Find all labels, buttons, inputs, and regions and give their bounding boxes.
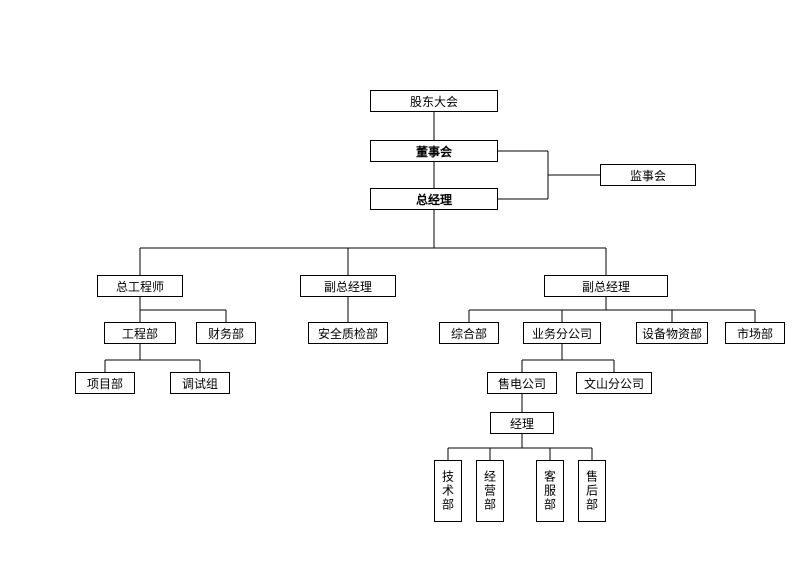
node-board: 董事会 — [370, 140, 498, 162]
label-biz-branch: 业务分公司 — [532, 325, 592, 342]
label-finance: 财务部 — [208, 325, 244, 342]
label-service: 客服部 — [542, 470, 559, 512]
node-equip: 设备物资部 — [636, 322, 708, 344]
node-wenshan: 文山分公司 — [576, 372, 652, 394]
label-sales-co: 售电公司 — [498, 375, 546, 392]
node-sales-co: 售电公司 — [487, 372, 557, 394]
node-gm: 总经理 — [370, 188, 498, 210]
node-project: 项目部 — [75, 372, 135, 394]
node-safety-qc: 安全质检部 — [308, 322, 388, 344]
label-supervisory: 监事会 — [630, 167, 666, 184]
label-manager: 经理 — [510, 415, 534, 432]
label-tech: 技术部 — [440, 470, 457, 512]
node-eng-dept: 工程部 — [104, 322, 176, 344]
node-supervisory: 监事会 — [600, 164, 696, 186]
node-market: 市场部 — [725, 322, 785, 344]
node-manager: 经理 — [490, 412, 554, 434]
label-after: 售后部 — [584, 470, 601, 512]
label-safety-qc: 安全质检部 — [318, 325, 378, 342]
node-service: 客服部 — [536, 460, 564, 522]
label-gm: 总经理 — [416, 193, 452, 207]
label-eng-dept: 工程部 — [122, 325, 158, 342]
node-general: 综合部 — [439, 322, 499, 344]
label-wenshan: 文山分公司 — [584, 375, 644, 392]
label-board: 董事会 — [416, 145, 452, 159]
label-commission: 调试组 — [182, 375, 218, 392]
node-finance: 财务部 — [196, 322, 256, 344]
node-chief-eng: 总工程师 — [97, 275, 183, 297]
node-commission: 调试组 — [170, 372, 230, 394]
node-after: 售后部 — [578, 460, 606, 522]
node-biz-branch: 业务分公司 — [523, 322, 601, 344]
label-deputy-gm2: 副总经理 — [582, 278, 630, 295]
node-deputy-gm2: 副总经理 — [544, 275, 668, 297]
node-tech: 技术部 — [434, 460, 462, 522]
label-deputy-gm1: 副总经理 — [324, 278, 372, 295]
node-deputy-gm1: 副总经理 — [300, 275, 396, 297]
label-project: 项目部 — [87, 375, 123, 392]
label-general: 综合部 — [451, 325, 487, 342]
label-ops: 经营部 — [482, 470, 499, 512]
label-equip: 设备物资部 — [642, 325, 702, 342]
label-shareholders: 股东大会 — [410, 93, 458, 110]
label-chief-eng: 总工程师 — [116, 278, 164, 295]
node-ops: 经营部 — [476, 460, 504, 522]
label-market: 市场部 — [737, 325, 773, 342]
node-shareholders: 股东大会 — [370, 90, 498, 112]
